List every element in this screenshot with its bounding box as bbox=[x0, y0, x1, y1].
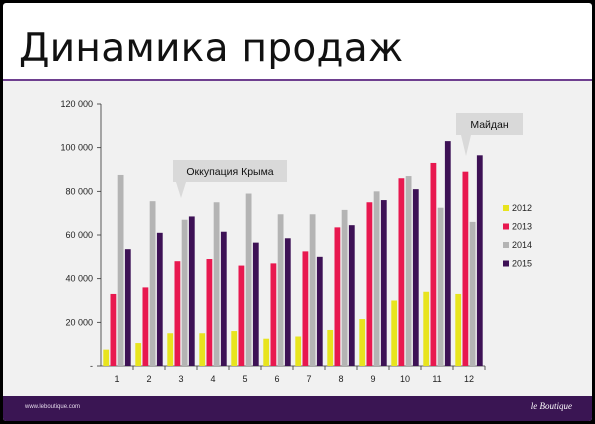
bar-2013-5 bbox=[238, 265, 245, 366]
footer-url: www.leboutique.com bbox=[25, 404, 81, 410]
bar-2014-3 bbox=[181, 219, 188, 366]
legend-swatch-2014 bbox=[503, 242, 509, 248]
x-tick-label: 2 bbox=[146, 374, 151, 384]
bar-2012-6 bbox=[263, 338, 270, 366]
bar-2013-8 bbox=[334, 227, 341, 366]
bar-2014-11 bbox=[437, 207, 444, 366]
bar-2012-9 bbox=[359, 319, 366, 366]
y-tick-label: 100 000 bbox=[60, 143, 93, 153]
bar-2012-8 bbox=[327, 329, 334, 366]
bar-2014-10 bbox=[405, 176, 412, 366]
bar-2014-1 bbox=[117, 174, 124, 366]
bar-2012-10 bbox=[391, 300, 398, 366]
bar-2012-3 bbox=[167, 333, 174, 366]
bar-2012-7 bbox=[295, 336, 302, 366]
x-tick-label: 8 bbox=[338, 374, 343, 384]
y-tick-label: 80 000 bbox=[65, 186, 93, 196]
callout-maidan-text: Майдан bbox=[470, 119, 509, 131]
bar-2015-6 bbox=[284, 238, 291, 366]
x-tick-label: 7 bbox=[306, 374, 311, 384]
bar-2013-9 bbox=[366, 202, 373, 366]
bar-2012-5 bbox=[231, 331, 238, 366]
bar-2013-2 bbox=[142, 287, 149, 366]
legend-swatch-2012 bbox=[503, 205, 509, 211]
legend-label-2012: 2012 bbox=[512, 203, 532, 213]
bar-2012-12 bbox=[455, 293, 462, 366]
x-tick-label: 3 bbox=[178, 374, 183, 384]
bar-2014-4 bbox=[213, 202, 220, 366]
bar-2014-6 bbox=[277, 214, 284, 366]
bar-2013-1 bbox=[110, 293, 117, 366]
bar-2013-7 bbox=[302, 251, 309, 367]
callout-crimea-box bbox=[173, 160, 287, 198]
bar-2013-3 bbox=[174, 261, 181, 366]
legend-swatch-2013 bbox=[503, 223, 509, 230]
bar-2015-11 bbox=[444, 141, 451, 366]
bar-2012-1 bbox=[103, 349, 110, 367]
bar-2014-9 bbox=[373, 191, 380, 366]
bar-2014-7 bbox=[309, 214, 316, 366]
bar-2013-4 bbox=[206, 259, 213, 366]
bar-2013-6 bbox=[270, 263, 277, 366]
bar-2015-2 bbox=[156, 232, 163, 366]
legend-label-2013: 2013 bbox=[512, 222, 532, 232]
legend-label-2015: 2015 bbox=[512, 259, 532, 269]
bar-2014-5 bbox=[245, 193, 252, 366]
bar-2012-11 bbox=[423, 291, 430, 366]
bar-2013-10 bbox=[398, 178, 405, 366]
bar-2014-12 bbox=[469, 221, 476, 366]
y-tick-label: 40 000 bbox=[65, 274, 93, 284]
title-divider bbox=[3, 79, 592, 81]
bar-2015-8 bbox=[348, 225, 355, 366]
callout-crimea-text: Оккупация Крыма bbox=[186, 166, 273, 178]
x-tick-label: 10 bbox=[400, 374, 410, 384]
x-tick-label: 1 bbox=[114, 374, 119, 384]
footer-brand-logo: le Boutique bbox=[530, 401, 572, 411]
x-tick-label: 5 bbox=[242, 374, 247, 384]
slide-title: Динамика продаж bbox=[19, 26, 404, 71]
bar-2015-7 bbox=[316, 256, 323, 366]
legend-swatch-2015 bbox=[503, 260, 509, 267]
y-tick-label: 20 000 bbox=[65, 317, 93, 327]
x-tick-label: 4 bbox=[210, 374, 215, 384]
bar-2015-4 bbox=[220, 231, 227, 366]
bar-2013-12 bbox=[462, 171, 469, 366]
bar-2015-1 bbox=[124, 249, 131, 366]
bar-2015-12 bbox=[476, 155, 483, 366]
bar-2015-5 bbox=[252, 242, 259, 366]
footer-bar: www.leboutique.com le Boutique bbox=[3, 396, 592, 421]
y-tick-label: - bbox=[90, 361, 93, 371]
bar-2015-3 bbox=[188, 216, 195, 366]
x-tick-label: 11 bbox=[432, 374, 441, 384]
bar-2014-8 bbox=[341, 209, 348, 366]
y-tick-label: 120 000 bbox=[60, 99, 93, 109]
bar-2013-11 bbox=[430, 162, 437, 366]
bar-2014-2 bbox=[149, 201, 156, 366]
x-tick-label: 12 bbox=[464, 374, 474, 384]
bar-2012-2 bbox=[135, 343, 142, 366]
callout-maidan-box bbox=[456, 113, 523, 156]
y-tick-label: 60 000 bbox=[65, 230, 93, 240]
x-tick-label: 6 bbox=[274, 374, 279, 384]
x-tick-label: 9 bbox=[370, 374, 375, 384]
bar-2012-4 bbox=[199, 333, 206, 366]
legend-label-2014: 2014 bbox=[512, 240, 532, 250]
bar-2015-10 bbox=[412, 189, 419, 366]
bar-2015-9 bbox=[380, 200, 387, 366]
